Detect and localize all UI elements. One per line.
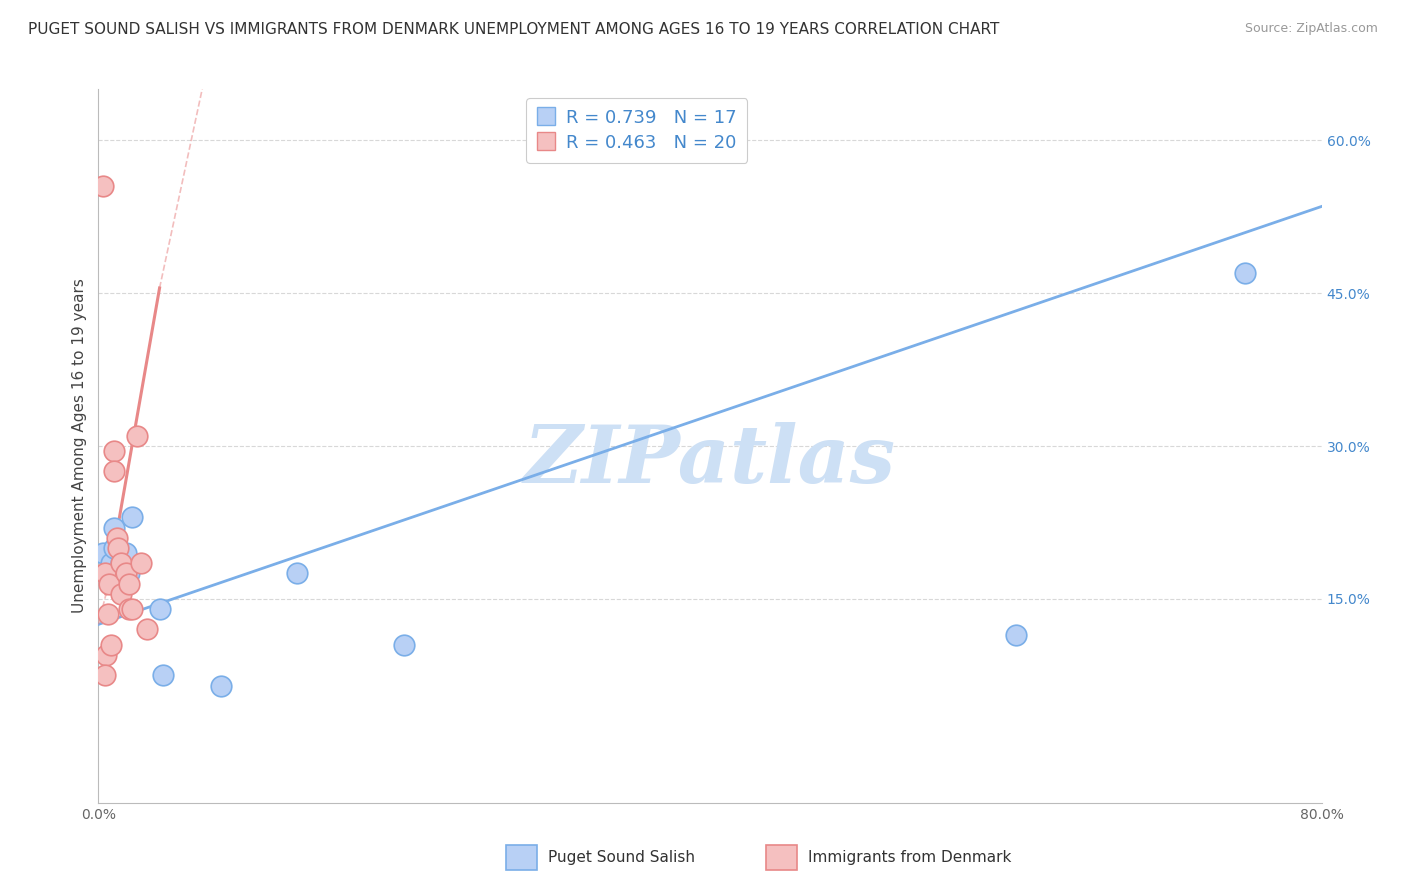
Point [107,541,129,555]
Legend: R = 0.739   N = 17, R = 0.463   N = 20: R = 0.739 N = 17, R = 0.463 N = 20 [526,98,747,162]
Point [93,566,115,581]
Point [110,556,132,570]
Point [392,638,416,652]
Point [97,607,120,622]
Point [91,179,114,194]
Point [1004,627,1026,641]
Point [121,510,143,524]
Point [100,556,122,570]
Point [1234,266,1257,280]
Text: Immigrants from Denmark: Immigrants from Denmark [808,850,1012,864]
Point [118,602,141,616]
Point [91,546,114,560]
Point [115,546,138,560]
Point [209,679,232,693]
Point [105,531,128,545]
Point [110,587,132,601]
Point [103,465,125,479]
Point [105,566,128,581]
Point [118,566,141,581]
Point [94,648,117,662]
Point [98,576,121,591]
Point [125,429,148,443]
Text: ZIPatlas: ZIPatlas [524,422,896,499]
Text: Source: ZipAtlas.com: Source: ZipAtlas.com [1244,22,1378,36]
Point [93,668,115,682]
Point [152,668,174,682]
Point [103,520,125,534]
Point [94,566,117,581]
Point [285,566,308,581]
Text: PUGET SOUND SALISH VS IMMIGRANTS FROM DENMARK UNEMPLOYMENT AMONG AGES 16 TO 19 Y: PUGET SOUND SALISH VS IMMIGRANTS FROM DE… [28,22,1000,37]
Point [115,566,138,581]
Point [100,638,122,652]
Y-axis label: Unemployment Among Ages 16 to 19 years: Unemployment Among Ages 16 to 19 years [72,278,87,614]
Point [118,576,141,591]
Point [149,602,172,616]
Point [103,444,125,458]
Point [129,556,152,570]
Point [121,602,143,616]
Point [110,556,132,570]
Point [103,541,125,555]
Point [136,623,159,637]
Text: Puget Sound Salish: Puget Sound Salish [548,850,696,864]
